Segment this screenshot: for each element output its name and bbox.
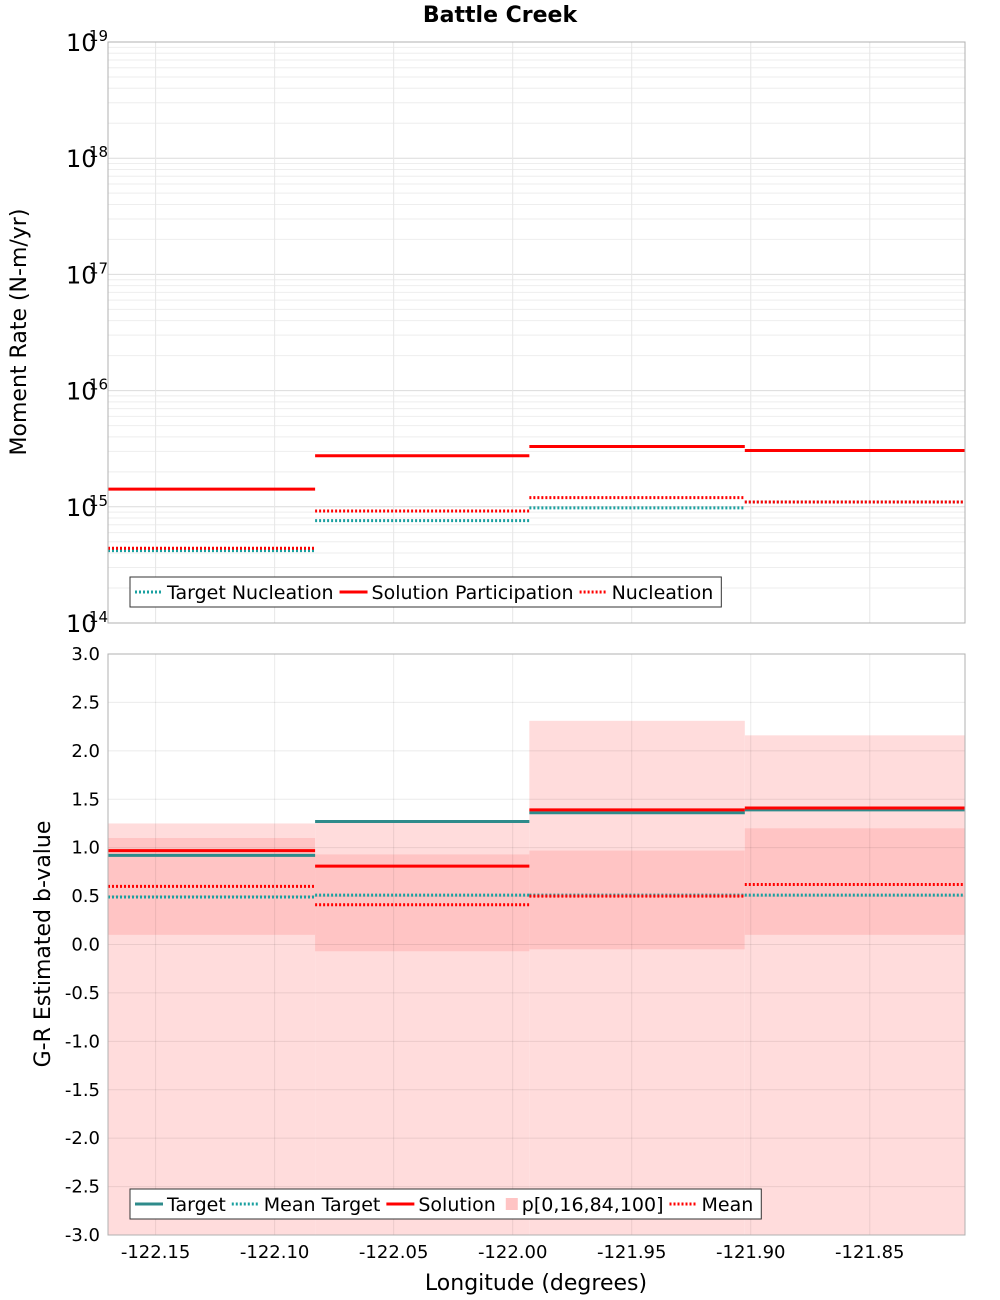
y-tick-exponent: 17 bbox=[89, 259, 108, 277]
legend-label: Solution Participation bbox=[372, 582, 574, 604]
x-tick-label: -121.90 bbox=[716, 1242, 785, 1263]
moment-rate-frame bbox=[107, 41, 966, 624]
x-axis-label: Longitude (degrees) bbox=[425, 1271, 647, 1296]
legend-item: Target bbox=[135, 1194, 226, 1216]
legend-item: p[0,16,84,100] bbox=[505, 1194, 664, 1216]
legend-item: Solution Participation bbox=[339, 582, 574, 604]
legend-item: Mean Target bbox=[231, 1194, 381, 1216]
y-tick-exponent: 15 bbox=[89, 492, 108, 510]
moment-rate-plot-area bbox=[108, 42, 965, 623]
series-solution-participation bbox=[108, 445, 965, 491]
band-inner bbox=[744, 828, 965, 935]
y-tick-label: -0.5 bbox=[65, 983, 100, 1004]
y-tick-exponent: 18 bbox=[89, 143, 108, 161]
b-value-y-ticks: 3.0 2.5 2.0 1.5 1.0 0.5 0.0 -0.5 -1.0 -1.5 -2.0 -2.… bbox=[65, 644, 100, 1246]
b-value-series bbox=[108, 806, 965, 907]
series-solution bbox=[108, 806, 965, 868]
legend-label: Mean bbox=[702, 1194, 754, 1216]
y-tick-label: -2.5 bbox=[65, 1177, 100, 1198]
x-ticks: -122.15 -122.10 -122.05 -122.00 -121.95 -121.… bbox=[121, 1242, 905, 1263]
moment-rate-series bbox=[108, 445, 965, 553]
y-tick-base: 10 bbox=[66, 29, 97, 57]
band-inner bbox=[529, 850, 745, 950]
b-value-y-label: G-R Estimated b-value bbox=[31, 821, 56, 1068]
b-value-frame bbox=[107, 653, 966, 1236]
legend-label: p[0,16,84,100] bbox=[522, 1194, 664, 1216]
moment-rate-y-label: Moment Rate (N-m/yr) bbox=[7, 209, 32, 456]
y-tick-base: 10 bbox=[66, 378, 97, 406]
series-target bbox=[108, 808, 965, 857]
y-tick-label: -2.0 bbox=[65, 1128, 100, 1149]
legend-item: Mean bbox=[669, 1194, 754, 1216]
y-tick-label: 2.0 bbox=[71, 741, 100, 762]
y-tick-label: 3.0 bbox=[71, 644, 100, 665]
legend-label: Solution bbox=[418, 1194, 495, 1216]
legend-label: Mean Target bbox=[264, 1194, 381, 1216]
legend-item: Nucleation bbox=[579, 582, 714, 604]
y-tick-base: 10 bbox=[66, 145, 97, 173]
x-tick-label: -122.15 bbox=[121, 1242, 190, 1263]
y-tick-label: -1.0 bbox=[65, 1031, 100, 1052]
x-tick-label: -122.05 bbox=[359, 1242, 428, 1263]
y-tick-base: 10 bbox=[66, 261, 97, 289]
legend-item: Target Nucleation bbox=[135, 582, 334, 604]
legend-box bbox=[129, 1188, 762, 1220]
legend-label: Target bbox=[166, 1194, 226, 1216]
y-tick-label: -3.0 bbox=[65, 1225, 100, 1246]
band-inner bbox=[315, 854, 530, 952]
y-tick-exponent: 19 bbox=[89, 27, 108, 45]
y-tick-label: 0.5 bbox=[71, 886, 100, 907]
series-mean-target bbox=[108, 893, 965, 899]
series-nucleation bbox=[108, 496, 965, 550]
legend-box bbox=[129, 576, 722, 608]
y-tick-exponent: 16 bbox=[89, 376, 108, 394]
x-tick-label: -121.85 bbox=[835, 1242, 904, 1263]
legend-label: Target Nucleation bbox=[166, 582, 334, 604]
y-tick-base: 10 bbox=[66, 494, 97, 522]
y-tick-label: 2.5 bbox=[71, 692, 100, 713]
y-tick-exponent: 14 bbox=[89, 608, 108, 626]
legend-item: Solution bbox=[386, 1194, 496, 1216]
y-tick-label: 0.0 bbox=[71, 935, 100, 956]
moment-rate-grid bbox=[108, 42, 965, 624]
x-tick-label: -122.00 bbox=[478, 1242, 547, 1263]
y-tick-label: 1.0 bbox=[71, 838, 100, 859]
band-outer bbox=[529, 720, 745, 1235]
moment-rate-legend: Target Nucleation Solution Participation N… bbox=[129, 576, 722, 608]
x-tick-label: -121.95 bbox=[597, 1242, 666, 1263]
chart-title: Battle Creek bbox=[423, 3, 579, 28]
legend-swatch bbox=[505, 1198, 518, 1210]
y-tick-label: 1.5 bbox=[71, 789, 100, 810]
b-value-panel: 3.0 2.5 2.0 1.5 1.0 0.5 0.0 -0.5 -1.0 -1.5 -2.0 -2.… bbox=[31, 644, 966, 1296]
y-tick-base: 10 bbox=[66, 610, 97, 638]
series-mean bbox=[108, 882, 965, 907]
x-tick-label: -122.10 bbox=[240, 1242, 309, 1263]
legend-label: Nucleation bbox=[612, 582, 714, 604]
y-tick-label: -1.5 bbox=[65, 1080, 100, 1101]
b-value-legend: Target Mean Target Solution p[0,16,84,100] M… bbox=[129, 1188, 762, 1220]
band-outer bbox=[744, 735, 965, 1235]
